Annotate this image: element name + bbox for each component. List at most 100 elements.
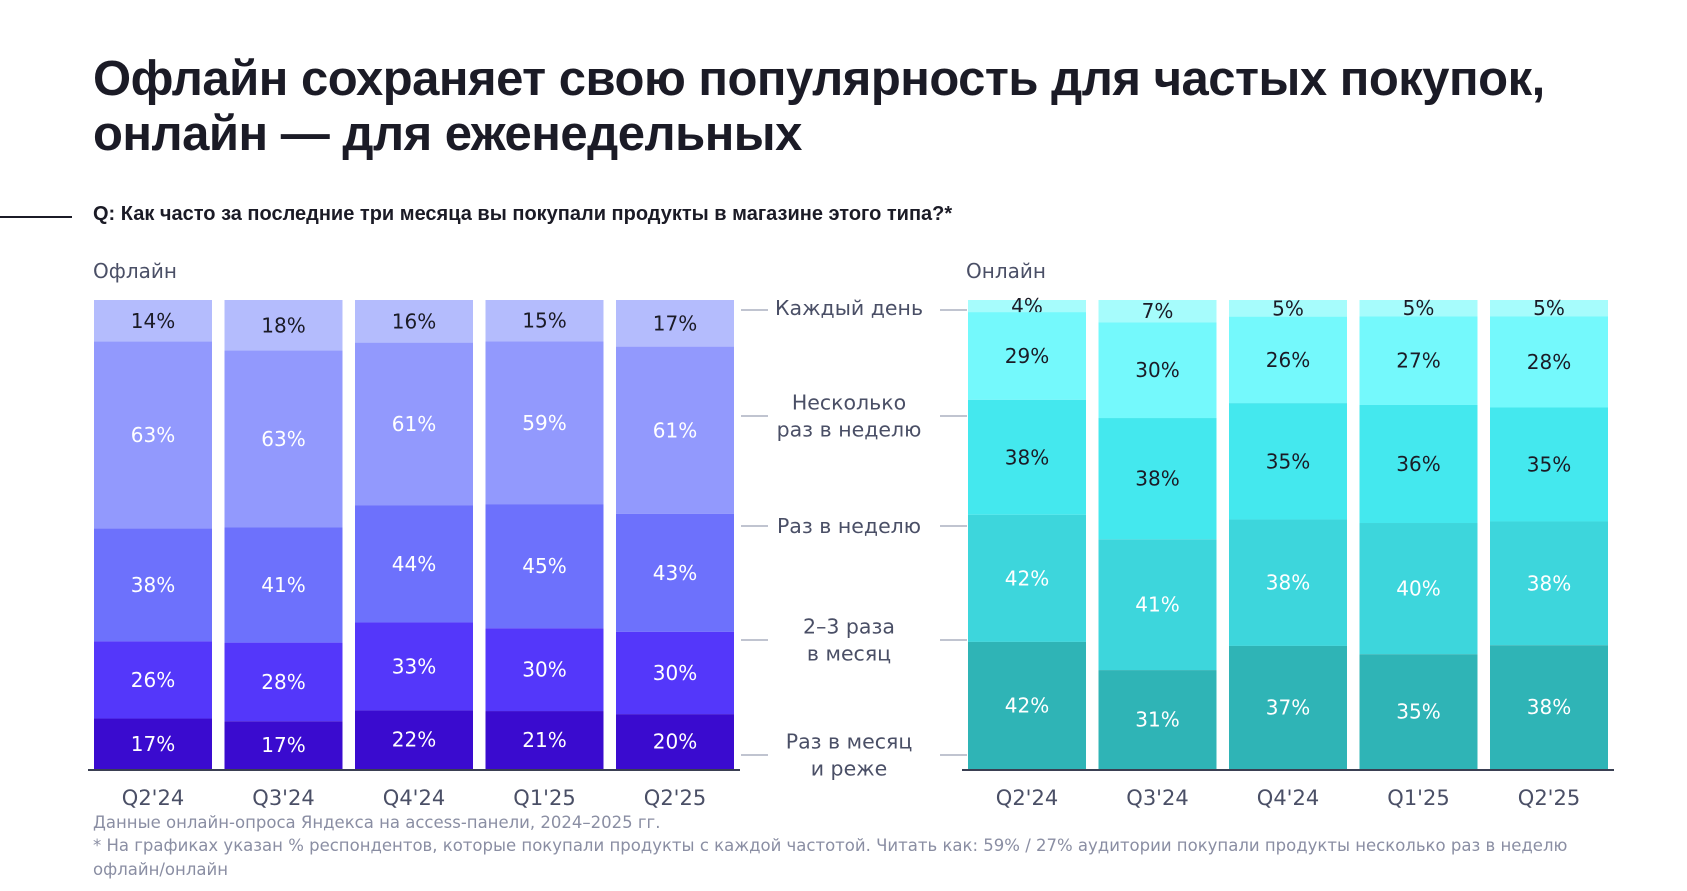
- online-bar-segment: [968, 300, 1086, 313]
- frequency-label: Раз в неделю: [777, 514, 921, 538]
- offline-data-label: 18%: [261, 313, 305, 337]
- online-x-tick-label: Q3'24: [1126, 786, 1188, 810]
- offline-x-tick-label: Q1'25: [513, 786, 575, 810]
- online-bar-segment: [1229, 316, 1347, 404]
- online-bar-segment: [1359, 404, 1478, 524]
- offline-x-tick-label: Q4'24: [383, 786, 445, 810]
- online-bar-segment: [1359, 523, 1478, 655]
- offline-bar-segment: [355, 300, 473, 343]
- offline-bar-segment: [485, 628, 604, 712]
- online-data-label: 36%: [1396, 452, 1440, 476]
- footnote-source: Данные онлайн-опроса Яндекса на access-п…: [93, 813, 661, 832]
- offline-bar-segment: [616, 300, 734, 347]
- online-x-tick-label: Q4'24: [1257, 786, 1319, 810]
- online-data-label: 5%: [1272, 296, 1304, 320]
- online-x-tick-label: Q2'25: [1518, 786, 1580, 810]
- online-data-label: 26%: [1266, 348, 1310, 372]
- offline-data-label: 17%: [131, 732, 175, 756]
- online-data-label: 38%: [1527, 695, 1571, 719]
- online-data-label: 5%: [1533, 296, 1565, 320]
- offline-data-label: 14%: [131, 309, 175, 333]
- offline-bar-segment: [224, 350, 343, 528]
- offline-data-label: 59%: [522, 411, 566, 435]
- online-bar-segment: [968, 514, 1086, 642]
- online-data-label: 38%: [1527, 571, 1571, 595]
- offline-bar-segment: [355, 710, 473, 769]
- online-bar-segment: [1229, 403, 1347, 520]
- offline-bar-segment: [616, 513, 734, 632]
- offline-bar-segment: [485, 504, 604, 629]
- online-bar-segment: [1098, 539, 1217, 671]
- footnote-explanation-end: офлайн/онлайн: [93, 860, 228, 879]
- offline-data-label: 30%: [653, 661, 697, 685]
- online-data-label: 37%: [1266, 695, 1310, 719]
- offline-bar-segment: [224, 721, 343, 769]
- offline-bar-segment: [485, 300, 604, 342]
- offline-data-label: 20%: [653, 730, 697, 754]
- online-bar-segment: [1359, 654, 1478, 769]
- online-bar-segment: [1359, 316, 1478, 405]
- frequency-label: 2–3 раза в месяц: [803, 615, 895, 666]
- offline-data-label: 63%: [261, 427, 305, 451]
- offline-data-label: 17%: [653, 311, 697, 335]
- online-data-label: 35%: [1266, 449, 1310, 473]
- offline-data-label: 61%: [392, 412, 436, 436]
- frequency-label-line: и реже: [811, 757, 888, 781]
- online-data-label: 42%: [1005, 693, 1049, 717]
- offline-data-label: 41%: [261, 573, 305, 597]
- offline-bar-segment: [616, 714, 734, 769]
- online-data-label: 28%: [1527, 350, 1571, 374]
- offline-data-label: 17%: [261, 733, 305, 757]
- online-bar-segment: [1229, 300, 1347, 317]
- online-data-label: 35%: [1396, 700, 1440, 724]
- frequency-label-line: Каждый день: [775, 296, 923, 320]
- online-x-tick-label: Q2'24: [996, 786, 1058, 810]
- offline-bar-segment: [616, 631, 734, 715]
- question-divider: [0, 216, 72, 218]
- title-line-1: Офлайн сохраняет свою популярность для ч…: [93, 52, 1545, 106]
- offline-x-tick-label: Q2'25: [644, 786, 706, 810]
- question-text: Q: Как часто за последние три месяца вы …: [93, 203, 953, 225]
- online-bar-segment: [1098, 300, 1217, 323]
- online-data-label: 38%: [1005, 445, 1049, 469]
- offline-bar-segment: [224, 527, 343, 643]
- frequency-label-line: Раз в неделю: [777, 514, 921, 538]
- offline-bar-segment: [94, 341, 212, 529]
- frequency-label: Каждый день: [775, 296, 923, 320]
- online-data-label: 41%: [1135, 593, 1179, 617]
- offline-bar-segment: [485, 711, 604, 769]
- offline-data-label: 30%: [522, 658, 566, 682]
- offline-bar-segment: [94, 528, 212, 642]
- offline-x-tick-label: Q2'24: [122, 786, 184, 810]
- offline-data-label: 26%: [131, 668, 175, 692]
- online-bar-segment: [1490, 407, 1608, 522]
- online-bar-segment: [1359, 300, 1478, 317]
- online-bar-segment: [1229, 519, 1347, 646]
- online-bar-segment: [1229, 645, 1347, 769]
- online-panel-title: Онлайн: [966, 259, 1046, 283]
- offline-bar-segment: [355, 505, 473, 623]
- frequency-label-line: Раз в месяц: [786, 730, 913, 754]
- offline-bar-segment: [355, 342, 473, 506]
- offline-bar-segment: [224, 642, 343, 722]
- offline-bar-segment: [94, 300, 212, 342]
- frequency-label-line: Несколько: [792, 391, 906, 415]
- online-data-label: 40%: [1396, 577, 1440, 601]
- online-data-label: 30%: [1135, 358, 1179, 382]
- offline-data-label: 63%: [131, 423, 175, 447]
- online-data-label: 5%: [1403, 296, 1435, 320]
- frequency-label-line: в месяц: [807, 642, 891, 666]
- offline-bar-segment: [616, 346, 734, 514]
- offline-data-label: 38%: [131, 573, 175, 597]
- offline-bar-segment: [94, 718, 212, 769]
- offline-data-label: 21%: [522, 728, 566, 752]
- online-data-label: 7%: [1142, 299, 1174, 323]
- offline-data-label: 28%: [261, 670, 305, 694]
- offline-panel-title: Офлайн: [93, 259, 177, 283]
- online-bar-segment: [968, 641, 1086, 769]
- online-x-tick-label: Q1'25: [1387, 786, 1449, 810]
- online-bar-segment: [1490, 300, 1608, 317]
- online-bar-segment: [1098, 670, 1217, 769]
- online-bar-segment: [968, 312, 1086, 400]
